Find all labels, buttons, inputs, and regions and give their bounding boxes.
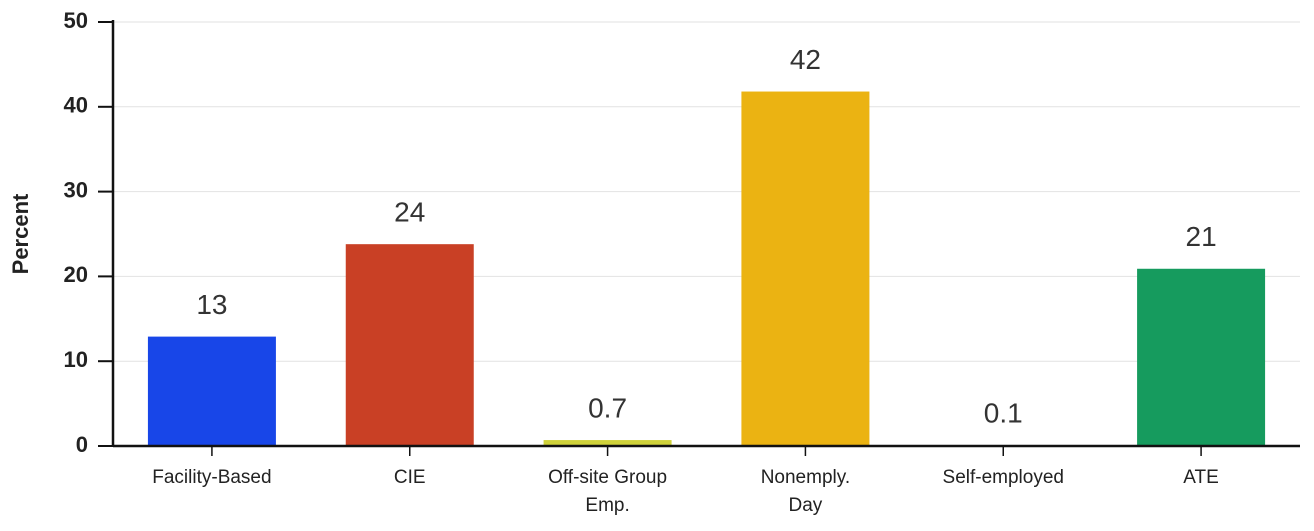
x-tick-label: Nonemply. Day [761,467,850,516]
value-label: 13 [196,289,227,320]
y-tick-label: 0 [76,432,88,457]
x-tick-label: Off-site Group Emp. [548,467,667,516]
bar [1137,268,1266,446]
x-tick-label: Facility-Based [152,467,271,488]
bar [345,244,474,446]
y-tick-label: 50 [64,8,88,33]
y-axis-label: Percent [8,193,33,274]
value-label: 0.1 [984,398,1023,429]
value-label: 24 [394,197,425,228]
bar [741,91,870,446]
value-label: 0.7 [588,392,627,423]
y-tick-label: 30 [64,177,88,202]
x-tick-label: Self-employed [943,467,1064,488]
x-tick-label: CIE [394,467,426,488]
y-tick-label: 10 [64,347,88,372]
y-tick-label: 20 [64,262,88,287]
value-label: 21 [1186,221,1217,252]
bar [147,336,276,446]
value-label: 42 [790,44,821,75]
bar [543,440,672,446]
x-tick-label: ATE [1183,467,1219,488]
y-tick-label: 40 [64,93,88,118]
